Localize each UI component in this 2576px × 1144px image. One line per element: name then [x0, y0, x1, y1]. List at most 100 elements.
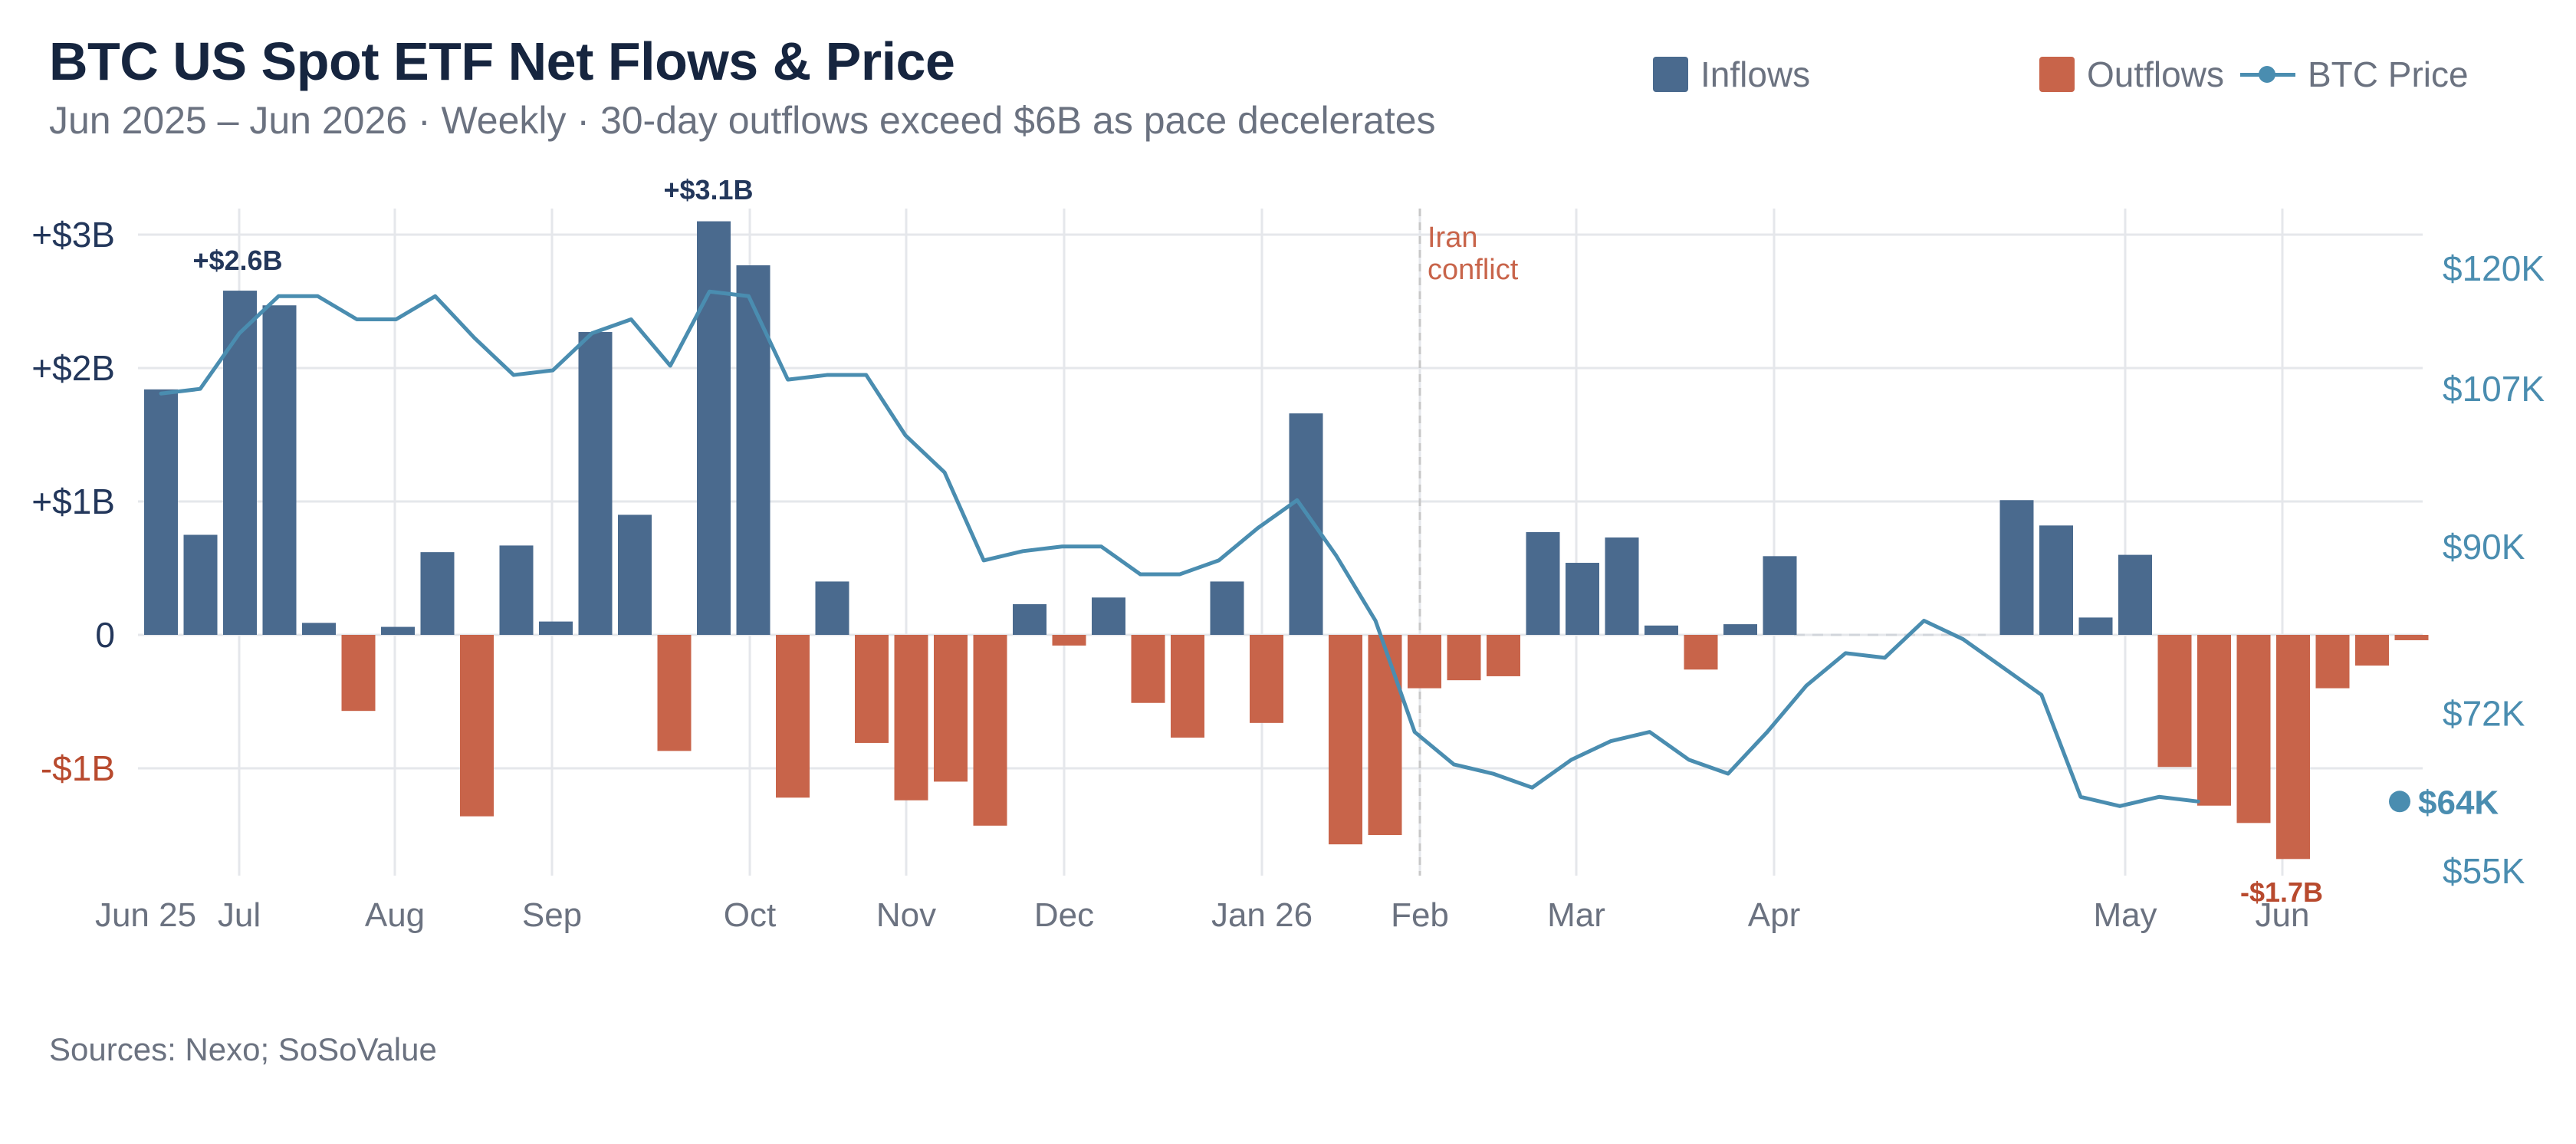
inflow-bar [1092, 597, 1125, 635]
inflow-bar [1644, 625, 1678, 635]
legend-label-price: BTC Price [2308, 54, 2469, 94]
inflow-bar [1723, 624, 1757, 635]
x-axis-tick-label: Mar [1547, 896, 1605, 934]
inflow-bar [302, 623, 336, 635]
x-axis-tick-label: Sep [522, 896, 582, 934]
outflow-bar [894, 635, 928, 800]
last-price-label: $64K [2418, 784, 2499, 821]
chart-legend: Inflows Outflows BTC Price [0, 54, 2576, 100]
legend-item-inflows: Inflows [1653, 54, 1810, 95]
outflow-bar [1171, 635, 1204, 738]
x-axis-tick-label: Feb [1391, 896, 1449, 934]
left-axis-tick-label: +$2B [31, 348, 115, 388]
outflow-bar [1250, 635, 1283, 723]
outflow-bar [776, 635, 810, 798]
chart-subtitle: Jun 2025 – Jun 2026 · Weekly · 30-day ou… [49, 99, 1436, 142]
event-label-iran: Iran [1428, 222, 1477, 254]
x-axis-tick-label: Jun [2256, 896, 2310, 934]
outflow-bar [2394, 635, 2429, 640]
chart-title: BTC US Spot ETF Net Flows & Price [49, 31, 955, 91]
outflow-bar [1408, 635, 1441, 689]
axes: +$3B +$2B +$1B 0 -$1B $120K $107K $90K $72K $55K J… [31, 215, 2545, 934]
inflow-bar [1605, 537, 1639, 635]
outflow-bar [973, 635, 1007, 826]
inflow-bar [815, 581, 849, 635]
last-price-dot [2389, 791, 2410, 813]
outflows-swatch [2039, 57, 2075, 92]
right-axis-tick-label: $72K [2443, 693, 2525, 733]
event-label-conflict: conflict [1428, 254, 1519, 286]
outflow-bar [657, 635, 692, 751]
peak-label-jul: +$2.6B [192, 245, 282, 276]
inflow-bar [223, 291, 257, 635]
outflow-bar [1052, 635, 1086, 646]
inflow-bar [1210, 581, 1244, 635]
inflow-bar [1289, 413, 1323, 635]
outflow-bar [1684, 635, 1718, 670]
outflow-bar [2236, 635, 2271, 823]
left-axis-tick-label: -$1B [41, 748, 115, 788]
inflow-bar [618, 514, 652, 635]
legend-item-outflows: Outflows [2039, 54, 2224, 95]
outflow-bar [1368, 635, 1402, 835]
x-axis-tick-label: May [2093, 896, 2157, 934]
outflow-bar [2157, 635, 2192, 768]
source-note: Sources: Nexo; SoSoValue [49, 1031, 437, 1067]
inflow-bar [1526, 532, 1560, 635]
price-line-swatch [2240, 57, 2295, 92]
inflows-swatch [1653, 57, 1688, 92]
x-axis-tick-label: Jun 25 [95, 896, 196, 934]
price-line-layer [159, 289, 2200, 808]
inflow-bar [1999, 500, 2034, 635]
x-axis-tick-label: Jul [218, 896, 261, 934]
inflow-bar [183, 534, 218, 635]
left-axis-tick-label: +$1B [31, 482, 115, 521]
outflow-bar [2197, 635, 2231, 806]
inflow-bar [2118, 554, 2152, 635]
inflow-bar [539, 621, 573, 635]
inflow-bar [1763, 556, 1797, 635]
inflow-bar [499, 545, 534, 635]
trough-label-jun: -$1.7B [2240, 876, 2323, 908]
outflow-bar [1447, 635, 1481, 681]
legend-label-inflows: Inflows [1700, 54, 1811, 94]
inflow-bar [2078, 617, 2113, 635]
price-line [159, 289, 2200, 808]
x-axis-tick-label: Dec [1034, 896, 1094, 934]
inflow-bar [697, 221, 731, 636]
inflow-bar [736, 265, 770, 635]
x-axis-tick-label: Jan 26 [1211, 896, 1313, 934]
inflow-bar [2039, 525, 2073, 635]
inflow-bar [381, 626, 415, 635]
right-axis-tick-label: $107K [2443, 369, 2545, 409]
right-axis-tick-label: $120K [2443, 248, 2545, 288]
x-axis-tick-label: Nov [876, 896, 936, 934]
inflow-bar [420, 552, 455, 635]
x-axis-tick-label: Apr [1748, 896, 1800, 934]
outflow-bar [855, 635, 889, 743]
outflow-bar [460, 635, 494, 817]
outflow-bar [2276, 635, 2310, 860]
x-axis-tick-label: Aug [365, 896, 425, 934]
outflow-bar [1487, 635, 1520, 676]
legend-item-price: BTC Price [2240, 54, 2469, 95]
outflow-bar [341, 635, 376, 712]
inflow-bar [1566, 563, 1599, 635]
outflow-bar [2355, 635, 2389, 666]
right-axis-tick-label: $55K [2443, 851, 2525, 891]
inflow-bar [578, 332, 613, 635]
inflow-bar [1013, 603, 1046, 635]
right-axis-tick-label: $90K [2443, 527, 2525, 567]
flow-bars [144, 221, 2429, 860]
legend-label-outflows: Outflows [2087, 54, 2224, 94]
peak-label-oct: +$3.1B [663, 174, 753, 205]
inflow-bar [144, 389, 178, 635]
outflow-bar [934, 635, 968, 782]
outflow-bar [1329, 635, 1362, 845]
outflow-bar [1131, 635, 1165, 703]
inflow-bar [262, 305, 297, 635]
left-axis-tick-label: 0 [95, 615, 115, 655]
left-axis-tick-label: +$3B [31, 215, 115, 255]
